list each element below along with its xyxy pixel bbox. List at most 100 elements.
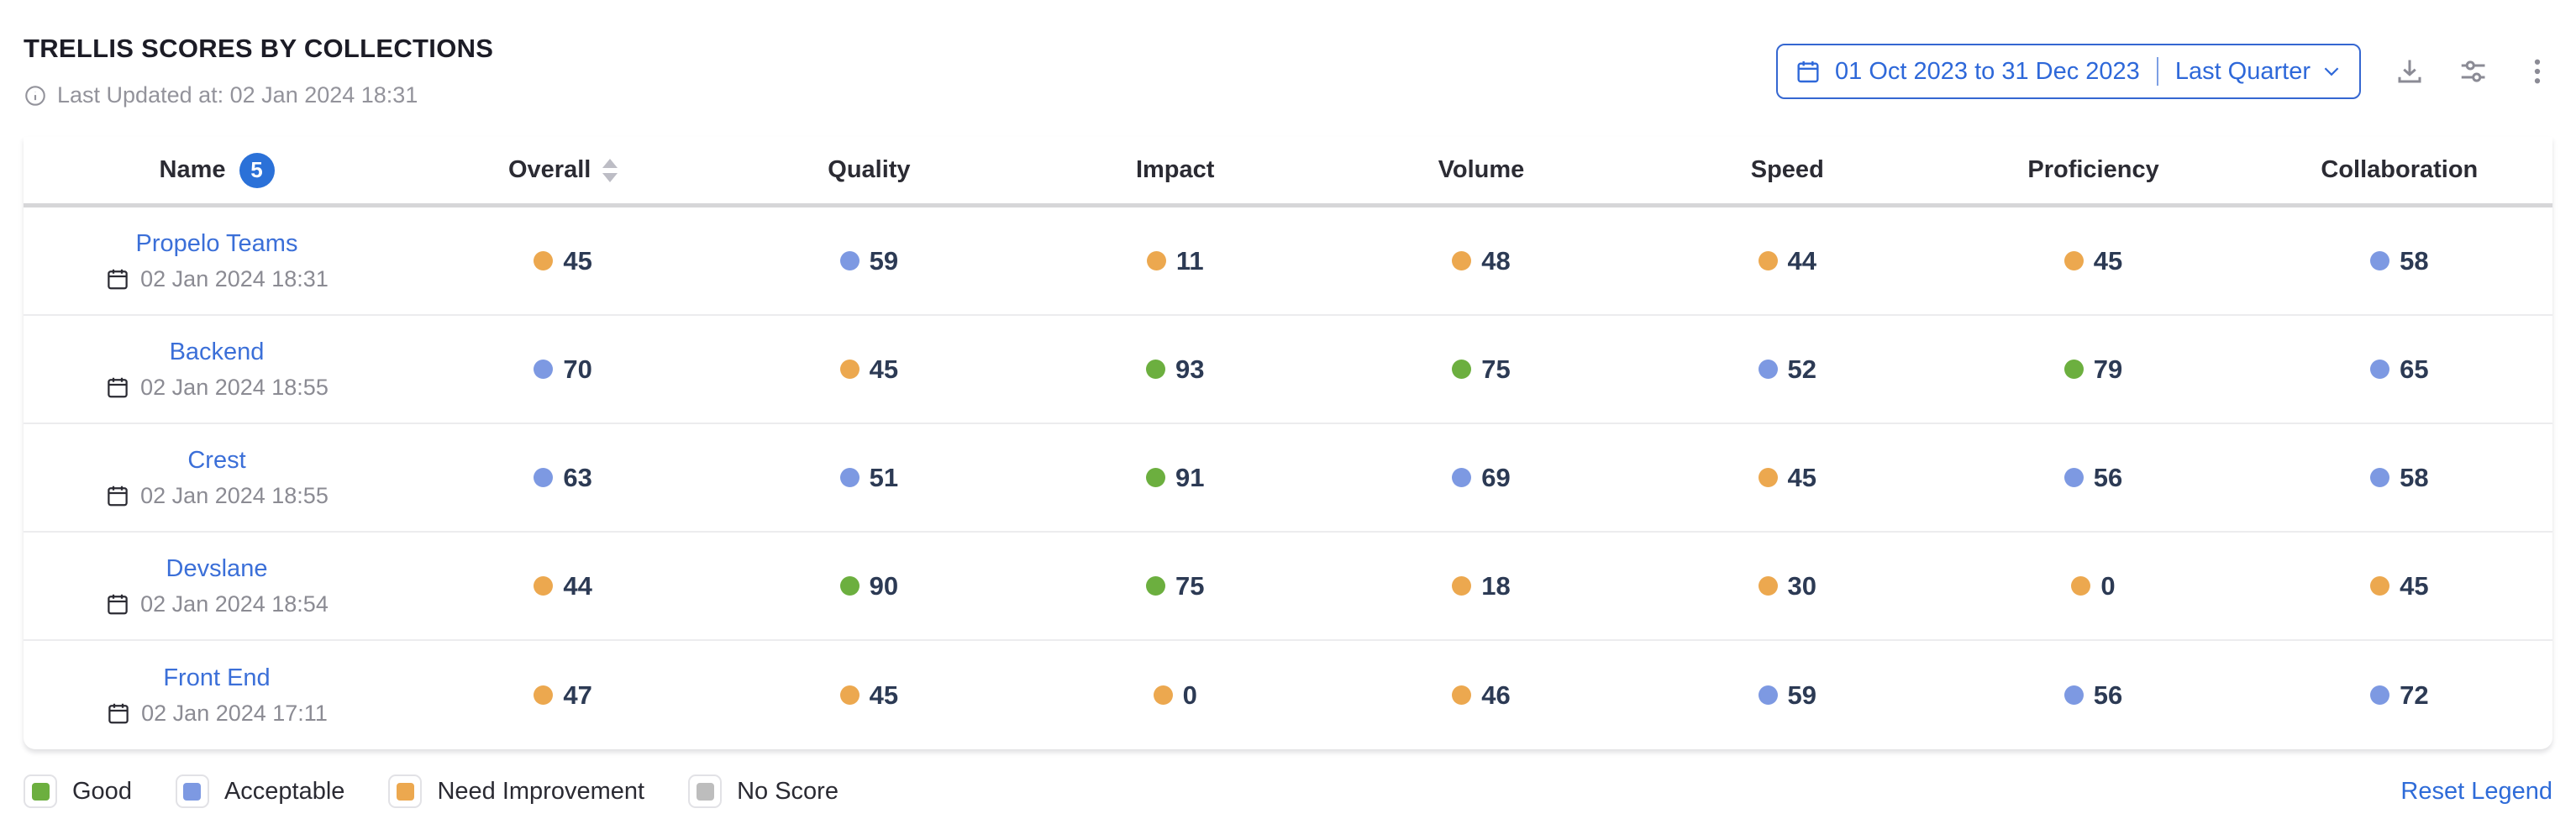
- score-dot: [839, 251, 860, 270]
- header-actions: 01 Oct 2023 to 31 Dec 2023 Last Quarter: [1776, 44, 2552, 99]
- date-range-button[interactable]: 01 Oct 2023 to 31 Dec 2023 Last Quarter: [1776, 44, 2361, 99]
- row-date: 02 Jan 2024 18:54: [105, 591, 329, 617]
- legend-swatch: [396, 782, 414, 801]
- team-link[interactable]: Front End: [163, 664, 271, 691]
- legend-item-no-score[interactable]: No Score: [688, 774, 839, 808]
- legend-swatch: [31, 782, 50, 801]
- score-cell: 45: [716, 680, 1022, 711]
- score-value: 56: [2093, 462, 2123, 492]
- score-dot: [1758, 468, 1778, 487]
- row-date-text: 02 Jan 2024 18:31: [140, 265, 329, 291]
- reset-legend-link[interactable]: Reset Legend: [2400, 777, 2552, 805]
- score-value: 45: [869, 354, 899, 384]
- score-cell: 90: [716, 571, 1022, 601]
- score-dot: [534, 360, 554, 379]
- score-value: 90: [869, 570, 899, 601]
- score-value: 45: [2400, 570, 2429, 601]
- score-value: 18: [1481, 570, 1511, 601]
- row-date-text: 02 Jan 2024 17:11: [141, 700, 328, 726]
- name-header-label: Name: [159, 156, 226, 183]
- legend-item-acceptable[interactable]: Acceptable: [175, 774, 344, 808]
- score-dot: [2370, 468, 2390, 487]
- score-dot: [1758, 251, 1778, 270]
- score-cell: 51: [716, 463, 1022, 493]
- collection-count-badge: 5: [239, 152, 275, 188]
- score-cell: 93: [1023, 354, 1328, 385]
- score-dot: [1153, 685, 1173, 705]
- score-cell: 58: [2247, 463, 2552, 493]
- score-value: 45: [2093, 245, 2123, 276]
- calendar-icon: [108, 703, 129, 724]
- score-value: 48: [1481, 245, 1511, 276]
- score-cell: 63: [410, 463, 716, 493]
- chevron-down-icon: [2324, 67, 2339, 76]
- info-icon[interactable]: [24, 84, 47, 108]
- legend-label: Good: [72, 777, 132, 805]
- column-header-collaboration: Collaboration: [2321, 156, 2479, 183]
- more-menu-button[interactable]: [2522, 56, 2552, 87]
- date-preset-label: Last Quarter: [2174, 57, 2311, 85]
- team-link[interactable]: Devslane: [166, 554, 268, 582]
- score-value: 59: [869, 245, 899, 276]
- legend-item-need-improvement[interactable]: Need Improvement: [388, 774, 644, 808]
- score-cell: 72: [2247, 680, 2552, 711]
- score-cell: 70: [410, 354, 716, 385]
- score-dot: [1452, 360, 1472, 379]
- score-value: 75: [1481, 354, 1511, 384]
- widget-title: TRELLIS SCORES BY COLLECTIONS: [24, 34, 494, 63]
- score-cell: 52: [1634, 354, 1940, 385]
- column-header-overall: Overall: [410, 156, 716, 184]
- score-dot: [1758, 576, 1778, 596]
- calendar-icon: [108, 377, 128, 398]
- score-value: 93: [1175, 354, 1205, 384]
- legend-swatch-box: [175, 774, 209, 808]
- score-dot: [1758, 360, 1778, 379]
- widget-settings-button[interactable]: [2458, 56, 2489, 87]
- score-dot: [534, 685, 554, 705]
- score-value: 58: [2400, 245, 2429, 276]
- team-link[interactable]: Propelo Teams: [135, 229, 298, 257]
- score-dot: [839, 468, 860, 487]
- score-cell: 59: [716, 246, 1022, 276]
- score-value: 47: [563, 680, 592, 710]
- score-cell: 58: [2247, 246, 2552, 276]
- score-cell: 18: [1328, 571, 1634, 601]
- name-cell: Backend 02 Jan 2024 18:55: [24, 339, 410, 401]
- score-dot: [1452, 251, 1472, 270]
- legend-item-good[interactable]: Good: [24, 774, 132, 808]
- score-cell: 75: [1023, 571, 1328, 601]
- score-value: 44: [563, 570, 592, 601]
- download-button[interactable]: [2395, 56, 2425, 87]
- team-link[interactable]: Crest: [187, 446, 246, 474]
- score-value: 45: [563, 245, 592, 276]
- legend-swatch-box: [388, 774, 423, 808]
- score-cell: 79: [1940, 354, 2246, 385]
- date-preset-selector[interactable]: Last Quarter: [2175, 58, 2342, 86]
- score-dot: [534, 576, 554, 596]
- name-cell: Crest 02 Jan 2024 18:55: [24, 447, 410, 509]
- score-cell: 59: [1634, 680, 1940, 711]
- column-header-name: Name 5: [24, 152, 410, 188]
- score-cell: 45: [2247, 571, 2552, 601]
- sort-asc-icon: [602, 158, 618, 168]
- team-link[interactable]: Backend: [169, 338, 265, 365]
- score-cell: 48: [1328, 246, 1634, 276]
- score-cell: 91: [1023, 463, 1328, 493]
- score-cell: 45: [1940, 246, 2246, 276]
- sort-desc-icon: [602, 172, 618, 182]
- column-header-impact: Impact: [1135, 156, 1215, 183]
- score-value: 69: [1481, 462, 1511, 492]
- score-dot: [2370, 576, 2390, 596]
- calendar-icon: [108, 594, 128, 615]
- score-dot: [1758, 685, 1778, 705]
- date-range-label: 01 Oct 2023 to 31 Dec 2023: [1835, 57, 2140, 85]
- score-value: 72: [2400, 680, 2429, 710]
- score-value: 11: [1175, 245, 1204, 276]
- sort-button[interactable]: [602, 158, 618, 182]
- score-dot: [1145, 468, 1165, 487]
- score-value: 65: [2400, 354, 2429, 384]
- calendar-icon: [1797, 61, 1819, 83]
- score-value: 63: [563, 462, 592, 492]
- score-value: 51: [869, 462, 899, 492]
- score-dot: [1452, 576, 1472, 596]
